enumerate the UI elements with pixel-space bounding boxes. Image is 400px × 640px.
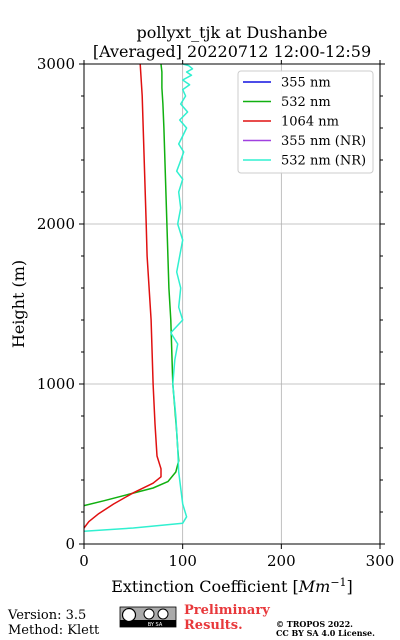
x-tick-label: 300	[366, 552, 395, 570]
y-tick-label: 1000	[37, 375, 75, 393]
plot-frame	[83, 63, 381, 545]
series-layer	[83, 63, 194, 532]
legend-label: 532 nm	[281, 95, 331, 110]
y-axis-label: Height (m)	[9, 260, 28, 348]
by-icon	[143, 608, 155, 620]
cc-badge-text: BY SA	[148, 622, 163, 628]
legend-label: 355 nm (NR)	[281, 134, 366, 149]
y-tick-label: 2000	[37, 215, 75, 233]
x-tick-label: 0	[79, 552, 89, 570]
x-axis-label: Extinction Coefficient [Mm−1]	[111, 576, 353, 596]
chart-title: pollyxt_tjk at Dushanbe	[136, 23, 327, 42]
x-axis-label-text: Extinction Coefficient [	[111, 577, 299, 596]
legend-box	[237, 70, 374, 174]
cc-license-badge: BY SA	[119, 606, 177, 628]
series-line-2	[83, 63, 162, 529]
legend-label: 1064 nm	[281, 115, 339, 130]
x-axis-label-close: ]	[347, 577, 353, 596]
legend-label: 532 nm (NR)	[281, 154, 366, 169]
x-axis-label-exp: −1	[330, 576, 346, 589]
cc-badge-strip	[120, 620, 176, 627]
sa-icon	[157, 608, 169, 620]
chart-subtitle: [Averaged] 20220712 12:00-12:59	[93, 42, 371, 61]
x-axis-label-unit: Mm	[298, 577, 331, 596]
legend-label: 355 nm	[281, 76, 331, 91]
x-tick-label: 200	[267, 552, 296, 570]
x-tick-label: 100	[168, 552, 197, 570]
y-tick-label: 3000	[37, 55, 75, 73]
preliminary-line2: Results.	[184, 618, 243, 633]
version-text: Version: 3.5	[7, 608, 86, 623]
legend: 355 nm 532 nm 1064 nm 355 nm (NR) 532 nm (NR…	[237, 70, 374, 174]
copyright-line2: CC BY SA 4.0 License.	[276, 628, 375, 638]
series-line-4	[83, 63, 194, 532]
cc-icon	[121, 607, 137, 623]
series-line-1	[83, 63, 180, 507]
y-tick-label: 0	[65, 535, 75, 553]
method-text: Method: Klett	[8, 623, 100, 638]
preliminary-line1: Preliminary	[184, 603, 270, 618]
copyright-line1: © TROPOS 2022.	[276, 619, 353, 629]
